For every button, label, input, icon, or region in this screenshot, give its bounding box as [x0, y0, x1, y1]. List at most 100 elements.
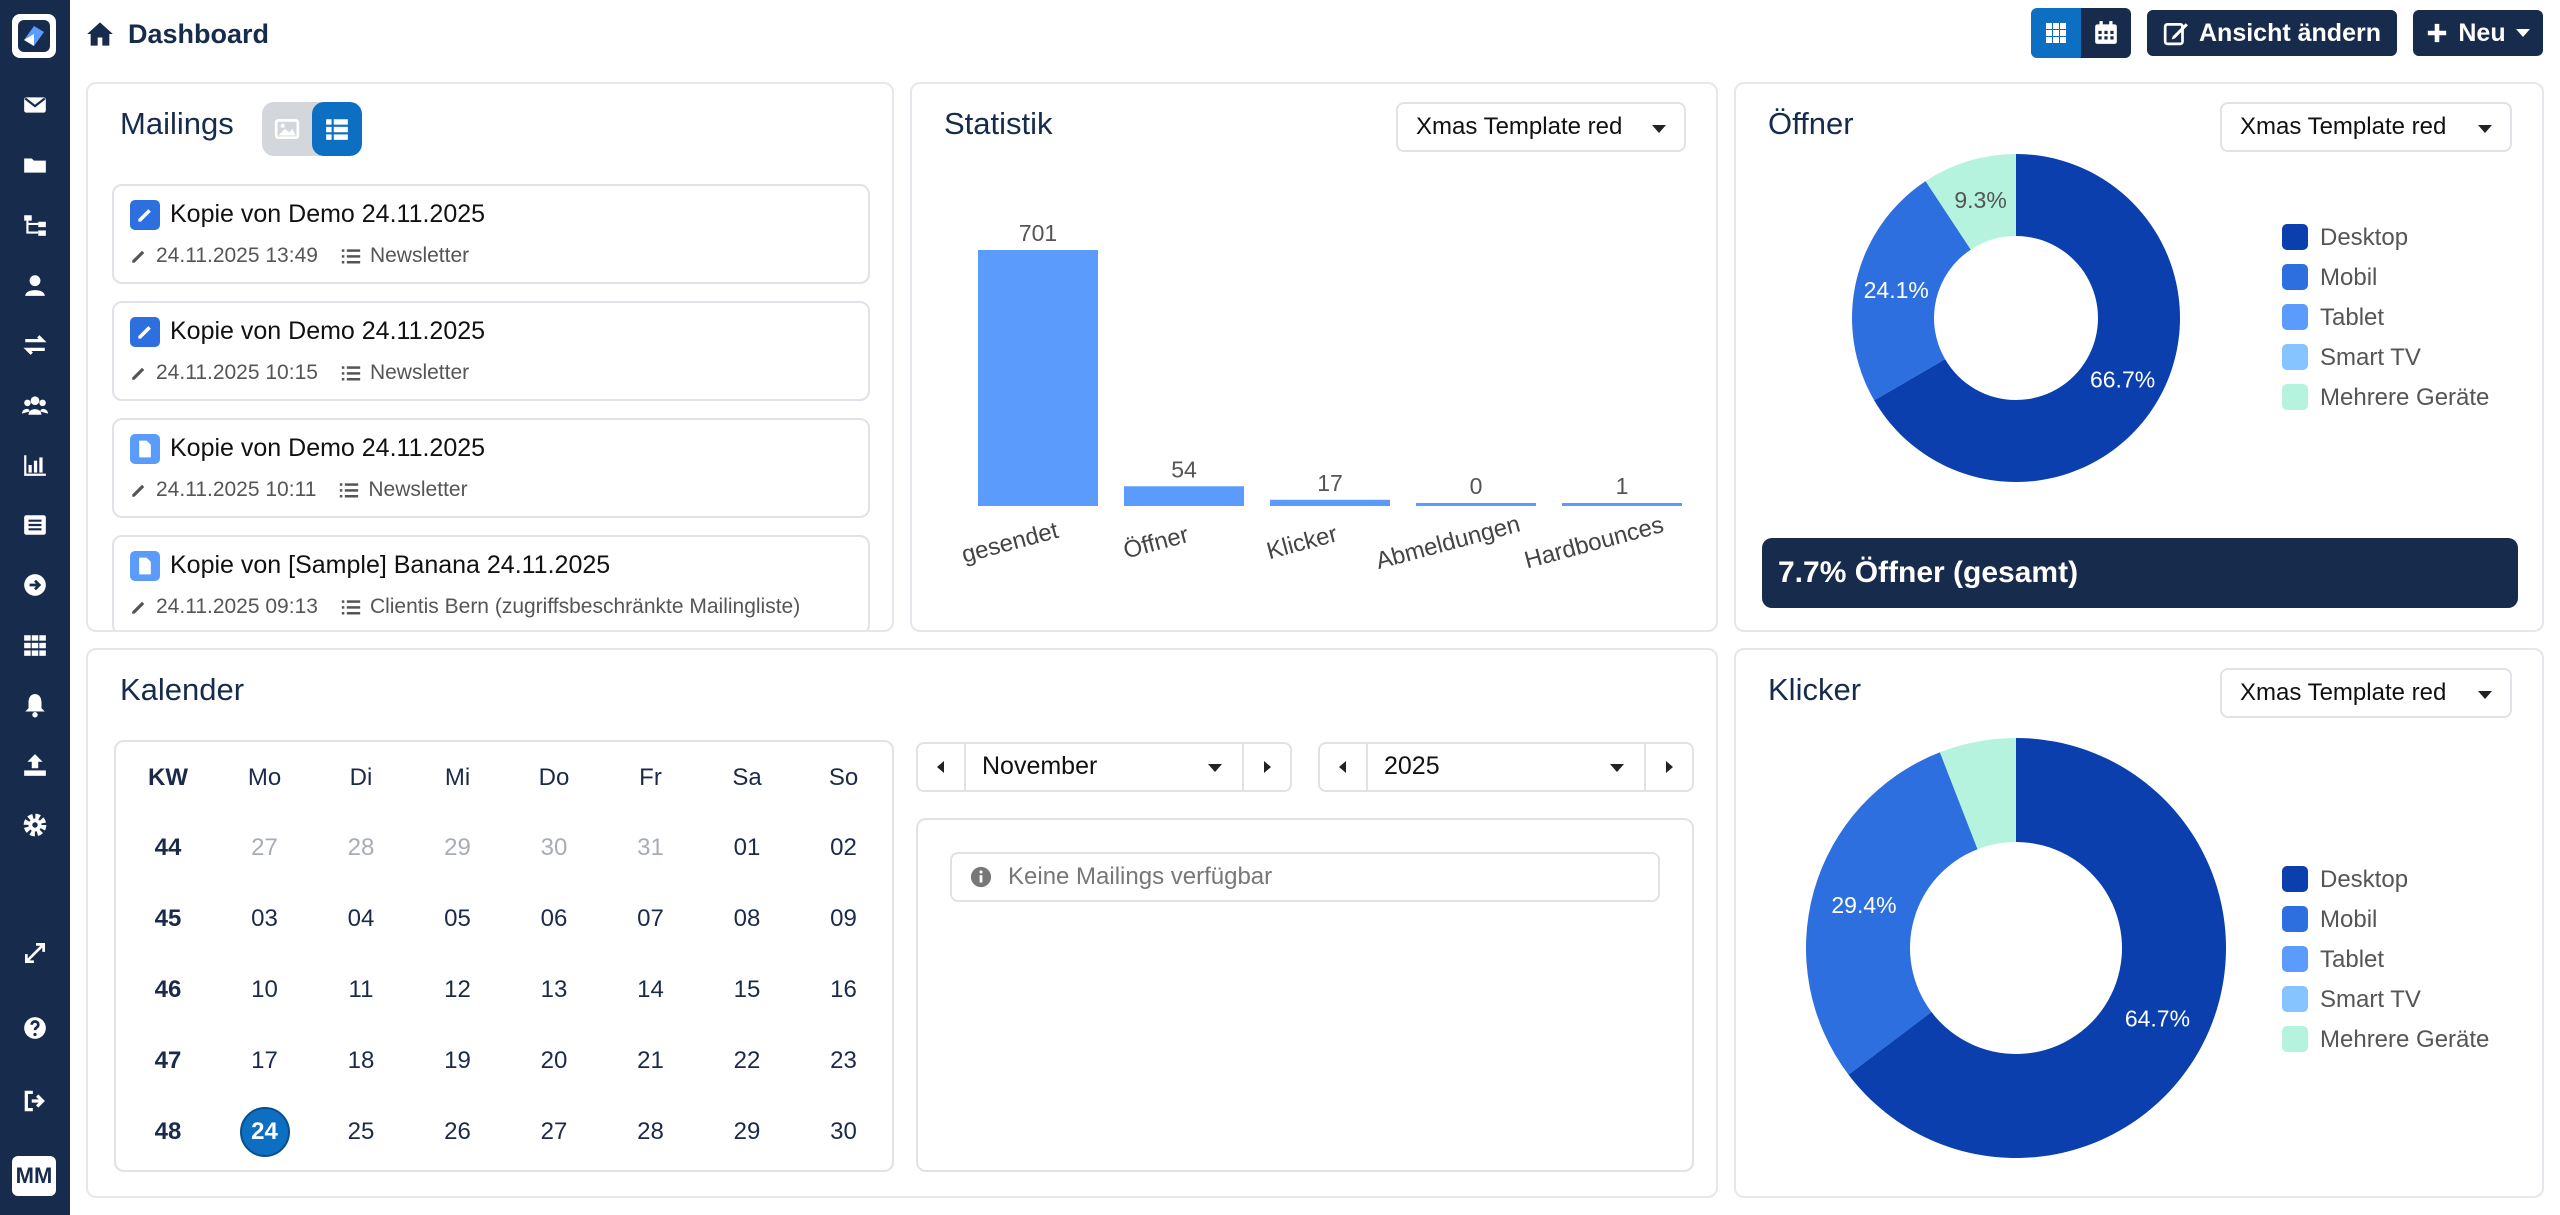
calendar-day[interactable]: 03: [251, 905, 278, 932]
calendar-day[interactable]: 27: [540, 1118, 568, 1145]
prev-month-button[interactable]: [918, 744, 966, 790]
calendar-week-number: 45: [154, 905, 182, 932]
calendar-day[interactable]: 08: [733, 905, 761, 932]
expand-icon[interactable]: [17, 935, 53, 971]
upload-icon[interactable]: [17, 747, 53, 783]
calendar-day[interactable]: 13: [540, 976, 568, 1003]
mailing-title: Kopie von Demo 24.11.2025: [170, 317, 486, 345]
calendar-day[interactable]: 04: [347, 905, 375, 932]
calendar-day[interactable]: 25: [347, 1118, 375, 1145]
calendar-header-sa: Sa: [732, 764, 762, 791]
klicker-select[interactable]: Xmas Template red: [2220, 668, 2512, 718]
calendar-day[interactable]: 10: [251, 976, 278, 1003]
next-month-button[interactable]: [1242, 744, 1290, 790]
month-select[interactable]: November: [982, 752, 1098, 780]
change-view-button[interactable]: Ansicht ändern: [2147, 10, 2397, 56]
mailing-meta: 24.11.2025 13:49 Newsletter: [130, 244, 469, 268]
calendar-day[interactable]: 23: [830, 1047, 857, 1074]
calendar-week-number: 48: [154, 1118, 182, 1145]
calendar-day[interactable]: 17: [251, 1047, 278, 1074]
mailing-item[interactable]: Kopie von Demo 24.11.2025 24.11.2025 10:…: [112, 301, 870, 401]
image-view-button[interactable]: [262, 102, 312, 156]
mailing-meta: 24.11.2025 09:13 Clientis Bern (zugriffs…: [130, 595, 800, 619]
grid-icon[interactable]: [17, 627, 53, 663]
calendar-day[interactable]: 12: [444, 976, 471, 1003]
calendar-day[interactable]: 21: [637, 1047, 664, 1074]
next-year-button[interactable]: [1644, 744, 1692, 790]
legend-label: Smart TV: [2320, 986, 2421, 1013]
calendar-header-di: Di: [349, 764, 373, 791]
bar-value-label: 17: [1317, 470, 1343, 496]
calendar-day[interactable]: 26: [444, 1118, 471, 1145]
calendar-day[interactable]: 28: [637, 1118, 664, 1145]
user-icon[interactable]: [17, 267, 53, 303]
logout-icon[interactable]: [17, 1083, 53, 1119]
calendar-day[interactable]: 18: [347, 1047, 375, 1074]
chevron-down-icon: [2478, 691, 2492, 699]
exchange-icon[interactable]: [17, 327, 53, 363]
list-view-button[interactable]: [312, 102, 362, 156]
legend-swatch: [2282, 866, 2308, 892]
page-title: Dashboard: [86, 14, 269, 54]
new-button-label: Neu: [2458, 18, 2506, 47]
calendar-view-button[interactable]: [2081, 8, 2131, 58]
calendar-day[interactable]: 05: [444, 905, 471, 932]
calendar-day[interactable]: 28: [347, 834, 375, 861]
list-alt-icon[interactable]: [17, 507, 53, 543]
logo-icon: [18, 20, 50, 52]
help-icon[interactable]: [17, 1010, 53, 1046]
bar-value-label: 701: [1019, 220, 1057, 246]
bar-category-label: gesendet: [959, 517, 1062, 569]
calendar-day[interactable]: 29: [733, 1118, 761, 1145]
gear-icon[interactable]: [17, 807, 53, 843]
calendar-day[interactable]: 07: [637, 905, 664, 932]
calendar-day[interactable]: 02: [830, 834, 857, 861]
mailings-title: Mailings: [120, 106, 234, 141]
calendar-day[interactable]: 14: [637, 976, 664, 1003]
bell-icon[interactable]: [17, 687, 53, 723]
calendar-day[interactable]: 15: [733, 976, 761, 1003]
chevron-down-icon: [2478, 125, 2492, 133]
year-select[interactable]: 2025: [1384, 752, 1440, 780]
calendar-day[interactable]: 31: [637, 834, 664, 861]
statistik-select-value: Xmas Template red: [1416, 113, 1623, 140]
calendar-day[interactable]: 09: [830, 905, 857, 932]
mailing-item[interactable]: Kopie von Demo 24.11.2025 24.11.2025 13:…: [112, 184, 870, 284]
calendar-day[interactable]: 11: [348, 976, 374, 1003]
app-logo[interactable]: [12, 14, 56, 58]
mail-icon[interactable]: [17, 87, 53, 123]
legend-label: Mehrere Geräte: [2320, 384, 2489, 411]
calendar-day[interactable]: 24: [217, 1107, 313, 1157]
calendar-day[interactable]: 06: [540, 905, 568, 932]
calendar-day[interactable]: 30: [830, 1118, 857, 1145]
bar-hardbounces: [1562, 503, 1682, 506]
users-icon[interactable]: [17, 387, 53, 423]
bar-chart-icon[interactable]: [17, 447, 53, 483]
calendar-week-number: 46: [154, 976, 182, 1003]
pencil-icon: [132, 250, 145, 263]
oeffner-select[interactable]: Xmas Template red: [2220, 102, 2512, 152]
calendar-day[interactable]: 22: [733, 1047, 761, 1074]
calendar-day[interactable]: 20: [540, 1047, 568, 1074]
legend-label: Mobil: [2320, 264, 2377, 291]
calendar-day[interactable]: 16: [830, 976, 857, 1003]
pencil-icon: [132, 367, 145, 380]
statistik-select[interactable]: Xmas Template red: [1396, 102, 1686, 152]
calendar-day[interactable]: 27: [251, 834, 278, 861]
legend-swatch: [2282, 224, 2308, 250]
prev-year-button[interactable]: [1320, 744, 1368, 790]
avatar[interactable]: MM: [12, 1156, 56, 1196]
mailing-title: Kopie von Demo 24.11.2025: [170, 434, 486, 462]
mailing-item[interactable]: Kopie von [Sample] Banana 24.11.2025 24.…: [112, 535, 870, 630]
arrow-circle-icon[interactable]: [17, 567, 53, 603]
legend-swatch: [2282, 384, 2308, 410]
sitemap-icon[interactable]: [17, 207, 53, 243]
calendar-day[interactable]: 29: [444, 834, 471, 861]
mailing-item[interactable]: Kopie von Demo 24.11.2025 24.11.2025 10:…: [112, 418, 870, 518]
folder-icon[interactable]: [17, 147, 53, 183]
grid-view-button[interactable]: [2031, 8, 2081, 58]
calendar-day[interactable]: 19: [444, 1047, 471, 1074]
calendar-day[interactable]: 30: [540, 834, 568, 861]
calendar-day[interactable]: 01: [733, 834, 761, 861]
new-button[interactable]: Neu: [2413, 10, 2543, 56]
